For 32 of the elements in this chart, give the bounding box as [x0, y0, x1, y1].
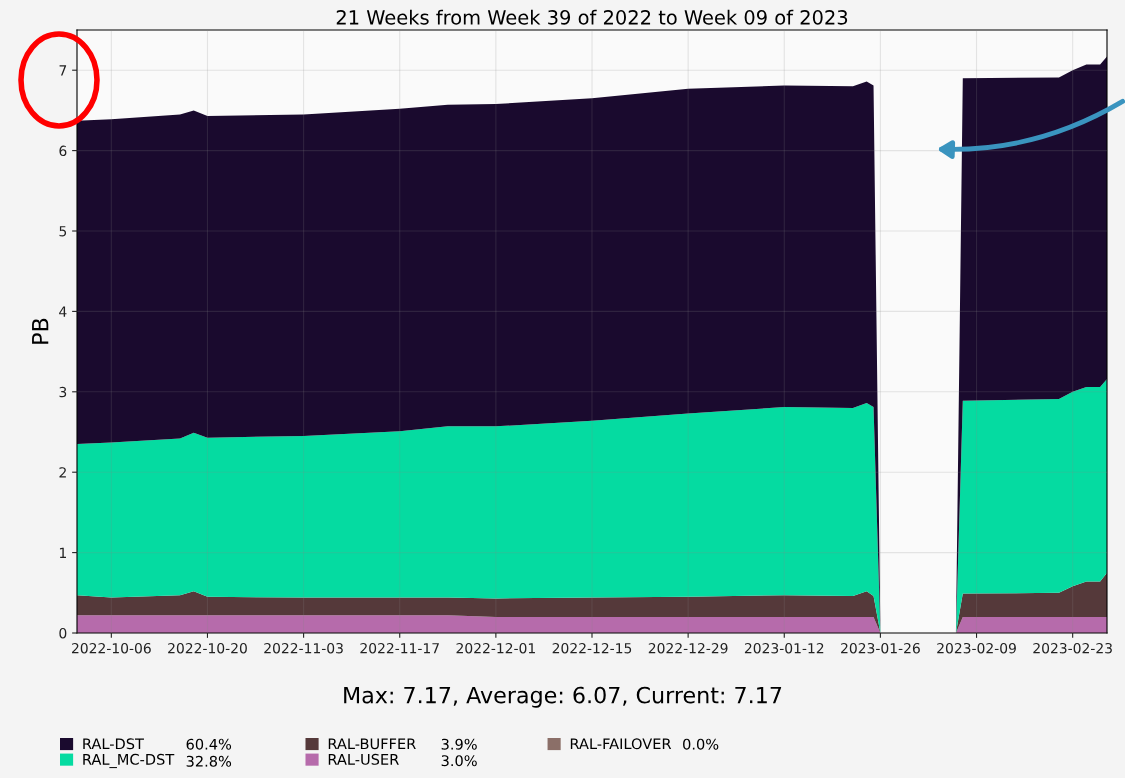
y-tick-label: 3 — [59, 386, 67, 398]
y-tick-label: 0 — [59, 627, 67, 639]
legend-label: RAL-USER — [328, 753, 399, 765]
legend-label: RAL-FAILOVER — [570, 738, 672, 750]
x-tick-label: 2022-12-29 — [648, 642, 728, 654]
x-tick-label: 2022-12-01 — [456, 642, 535, 654]
text: Max: 7.17, Average: 6.07, Current: 7.17 — [344, 686, 782, 708]
y-tick-label: 7 — [59, 65, 67, 76]
chart-title: 21 Weeks from Week 39 of 2022 to Week 09 of 2023 — [336, 9, 848, 25]
legend-label: RAL-BUFFER — [328, 738, 416, 750]
y-tick-label: 5 — [59, 226, 67, 237]
x-tick-label: 2022-10-20 — [168, 642, 247, 654]
text: 3.0% — [441, 755, 477, 767]
legend-label: RAL_MC-DST — [83, 753, 175, 769]
x-tick-label: 2023-02-09 — [937, 642, 1016, 654]
y-tick-label: 1 — [59, 547, 66, 558]
x-tick-label: 2023-02-23 — [1033, 642, 1112, 654]
y-tick-label: 6 — [59, 145, 67, 157]
y-tick-label: 2 — [59, 467, 66, 478]
x-tick-label: 2022-11-17 — [360, 642, 439, 654]
text: 0.0% — [683, 738, 719, 750]
x-tick-label: 2023-01-12 — [744, 642, 824, 654]
x-tick-label: 2022-11-03 — [264, 642, 343, 654]
text: 3.9% — [441, 738, 477, 750]
y-tick-label: 4 — [59, 306, 67, 317]
text: 60.4% — [186, 738, 232, 750]
x-tick-label: 2022-10-06 — [71, 642, 151, 654]
text: 32.8% — [186, 755, 232, 767]
x-tick-label: 2022-12-15 — [552, 642, 632, 654]
legend-label: RAL-DST — [83, 738, 144, 750]
y-axis-title: PB — [32, 318, 49, 344]
x-tick-label: 2023-01-26 — [841, 642, 920, 654]
